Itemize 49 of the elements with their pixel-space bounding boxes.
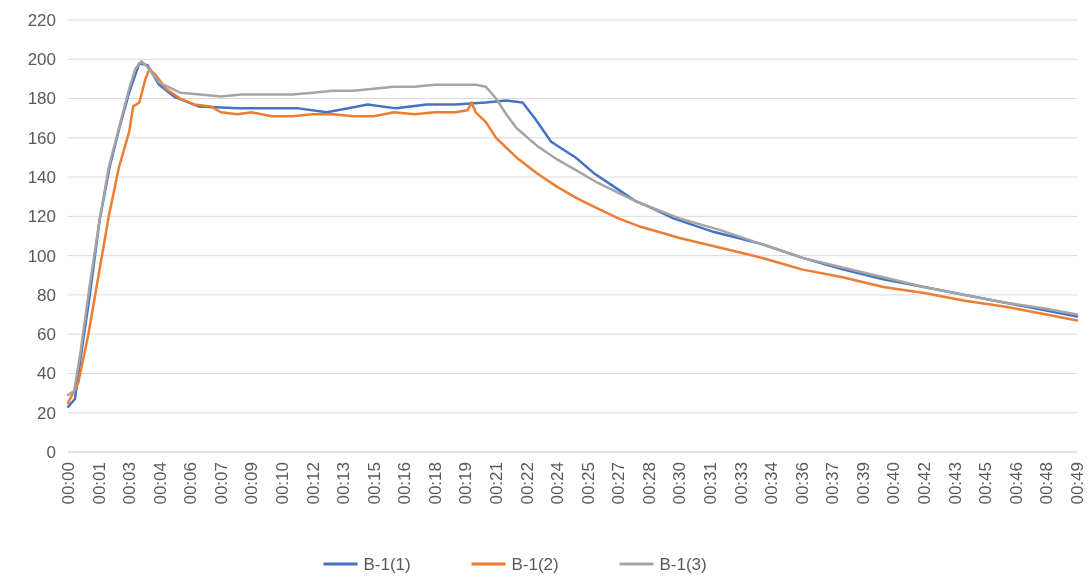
x-tick-label: 00:09: [242, 462, 262, 505]
x-tick-label: 00:45: [976, 462, 996, 505]
legend-label: B-1(2): [511, 554, 559, 574]
x-tick-label: 00:19: [456, 462, 476, 505]
x-tick-label: 00:34: [762, 462, 782, 505]
x-tick-label: 00:48: [1037, 462, 1057, 505]
y-tick-label: 60: [37, 325, 56, 345]
x-tick-label: 00:37: [823, 462, 843, 505]
y-tick-label: 20: [37, 403, 56, 423]
x-tick-label: 00:42: [915, 462, 935, 505]
x-tick-label: 00:46: [1006, 462, 1026, 505]
legend-label: B-1(3): [659, 554, 707, 574]
x-tick-label: 00:36: [792, 462, 812, 505]
x-tick-label: 00:12: [303, 462, 323, 505]
x-tick-label: 00:15: [364, 462, 384, 505]
x-tick-label: 00:22: [517, 462, 537, 505]
x-tick-label: 00:04: [150, 462, 170, 505]
x-tick-label: 00:10: [272, 462, 292, 505]
x-tick-label: 00:13: [334, 462, 354, 505]
x-tick-label: 00:01: [89, 462, 109, 505]
y-tick-label: 140: [27, 168, 56, 188]
x-tick-label: 00:33: [731, 462, 751, 505]
x-tick-label: 00:06: [181, 462, 201, 505]
x-tick-label: 00:03: [120, 462, 140, 505]
x-tick-label: 00:16: [395, 462, 415, 505]
x-tick-label: 00:21: [487, 462, 507, 505]
x-tick-label: 00:31: [701, 462, 721, 505]
x-tick-label: 00:43: [945, 462, 965, 505]
y-tick-label: 80: [37, 285, 56, 305]
x-tick-label: 00:25: [578, 462, 598, 505]
y-tick-label: 40: [37, 364, 56, 384]
x-tick-label: 00:49: [1067, 462, 1087, 505]
y-tick-label: 160: [27, 128, 56, 148]
x-tick-label: 00:27: [609, 462, 629, 505]
y-tick-label: 100: [27, 246, 56, 266]
x-tick-label: 00:30: [670, 462, 690, 505]
x-tick-label: 00:18: [425, 462, 445, 505]
y-tick-label: 120: [27, 207, 56, 227]
x-tick-label: 00:39: [853, 462, 873, 505]
y-tick-label: 220: [27, 10, 56, 30]
x-tick-label: 00:07: [211, 462, 231, 505]
y-tick-label: 0: [46, 442, 56, 462]
y-tick-label: 200: [27, 50, 56, 70]
x-tick-label: 00:00: [58, 462, 78, 505]
legend-label: B-1(1): [363, 554, 411, 574]
x-tick-label: 00:28: [639, 462, 659, 505]
x-tick-label: 00:24: [548, 462, 568, 505]
y-tick-label: 180: [27, 89, 56, 109]
x-tick-label: 00:40: [884, 462, 904, 505]
